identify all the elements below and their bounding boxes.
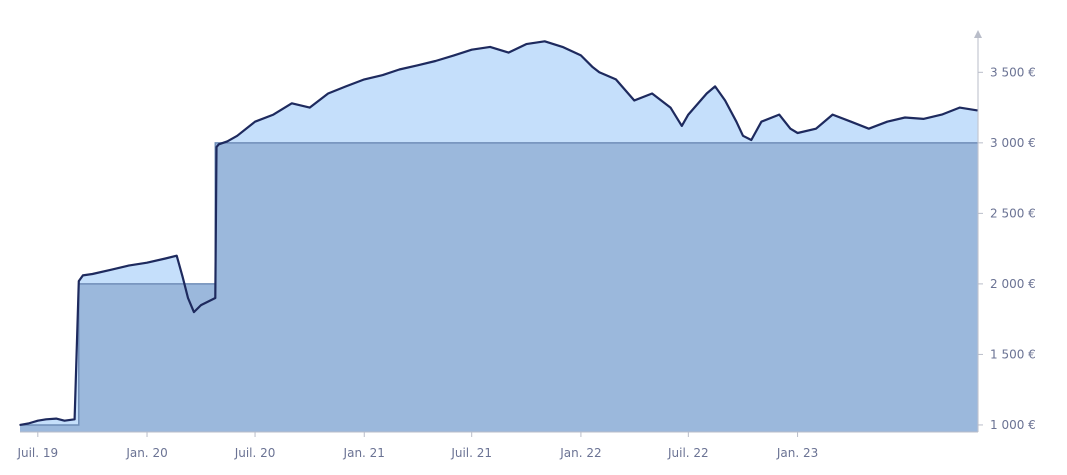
- value-point: [381, 74, 384, 76]
- value-point: [175, 254, 178, 257]
- value-point: [82, 274, 84, 277]
- value-point: [580, 54, 582, 57]
- value-point: [705, 92, 708, 95]
- value-point: [164, 257, 167, 260]
- value-point: [489, 46, 491, 48]
- value-point: [750, 139, 753, 141]
- value-point: [110, 269, 112, 271]
- value-point: [434, 60, 437, 62]
- y-tick-label: 3 000 €: [990, 136, 1036, 150]
- y-tick-label: 3 500 €: [990, 65, 1036, 79]
- x-tick-label: Jan. 20: [125, 446, 167, 460]
- value-point: [724, 99, 726, 102]
- value-point: [45, 418, 47, 421]
- value-point: [27, 422, 30, 425]
- invested-area: [20, 142, 978, 432]
- value-point: [215, 146, 218, 148]
- value-point: [453, 54, 455, 57]
- value-point: [615, 78, 617, 81]
- value-point: [470, 48, 473, 51]
- value-point: [181, 276, 184, 278]
- value-point: [651, 92, 653, 95]
- value-point: [941, 113, 943, 116]
- value-point: [922, 118, 925, 120]
- value-point: [886, 120, 888, 123]
- value-point: [291, 102, 293, 105]
- value-point: [735, 120, 738, 123]
- value-point: [796, 132, 799, 134]
- value-point: [308, 106, 311, 109]
- x-tick-label: Jan. 23: [776, 446, 818, 460]
- value-point: [200, 304, 202, 306]
- value-point: [187, 297, 189, 299]
- value-point: [831, 113, 834, 116]
- y-tick-label: 1 000 €: [990, 418, 1036, 432]
- x-tick-label: Jan. 22: [559, 446, 601, 460]
- value-point: [37, 419, 39, 422]
- x-axis: Juil. 19 Jan. 20 Juil. 20 Jan. 21 Juil. 21 Ja…: [16, 431, 978, 460]
- value-point: [327, 92, 329, 95]
- value-point: [236, 135, 238, 137]
- value-point: [687, 113, 690, 116]
- value-point: [272, 113, 275, 116]
- value-point: [55, 417, 57, 420]
- x-tick-label: Juil. 21: [450, 446, 492, 460]
- y-axis-arrow-icon: [974, 30, 982, 38]
- y-tick-label: 1 500 €: [990, 347, 1036, 361]
- value-point: [214, 297, 217, 299]
- value-point: [91, 273, 94, 275]
- y-tick-label: 2 000 €: [990, 277, 1036, 291]
- value-point: [127, 264, 130, 267]
- value-point: [363, 78, 366, 81]
- x-tick-label: Juil. 22: [667, 446, 709, 460]
- value-point: [226, 140, 228, 143]
- value-point: [760, 120, 763, 123]
- value-point: [416, 64, 419, 67]
- value-point: [561, 46, 564, 48]
- value-point: [669, 106, 672, 109]
- value-point: [868, 127, 870, 130]
- x-tick-label: Juil. 19: [16, 446, 58, 460]
- value-point: [714, 85, 716, 88]
- value-point: [591, 65, 593, 68]
- value-point: [218, 143, 220, 146]
- value-point: [254, 120, 256, 123]
- value-point: [398, 68, 401, 71]
- value-point: [507, 51, 510, 54]
- value-point: [958, 106, 961, 109]
- value-point: [778, 113, 780, 116]
- value-point: [19, 424, 21, 426]
- value-point: [598, 71, 601, 74]
- value-point: [525, 43, 528, 45]
- value-point: [633, 99, 636, 102]
- x-tick-label: Jan. 21: [343, 446, 385, 460]
- value-point: [904, 116, 906, 119]
- value-point: [78, 280, 80, 282]
- value-point: [193, 311, 195, 313]
- value-point: [850, 120, 852, 123]
- invested-line: [20, 142, 978, 426]
- value-point: [815, 127, 817, 130]
- plot-area: [19, 40, 979, 433]
- y-axis: 1 000 € 1 500 € 2 000 € 2 500 € 3 000 € 3 500…: [974, 30, 1036, 432]
- value-point: [543, 40, 546, 43]
- value-point: [681, 125, 683, 127]
- value-point: [789, 127, 792, 130]
- value-point: [63, 419, 66, 422]
- value-point: [742, 135, 744, 137]
- value-point: [73, 418, 76, 421]
- value-point: [345, 85, 347, 88]
- y-tick-label: 2 500 €: [990, 206, 1036, 220]
- value-point: [146, 261, 148, 264]
- x-tick-label: Juil. 20: [234, 446, 276, 460]
